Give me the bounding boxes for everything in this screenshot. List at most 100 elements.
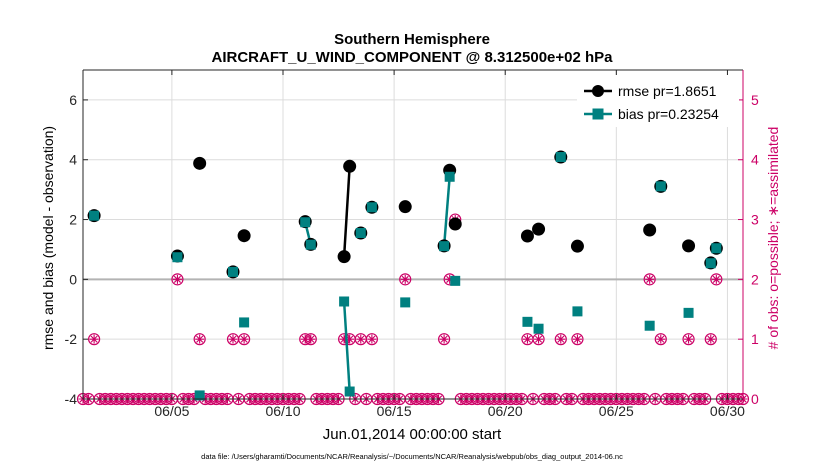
y-tick-label-right: 0	[751, 391, 759, 407]
rmse-point	[343, 159, 357, 173]
rmse-point	[520, 229, 534, 243]
obs-assimilated-marker	[367, 334, 377, 344]
bias-point	[339, 296, 350, 307]
legend-bias-label: bias pr=0.23254	[618, 106, 719, 122]
bias-point	[228, 266, 238, 277]
legend-rmse-marker	[592, 85, 604, 97]
obs-possible-marker	[238, 333, 251, 346]
bias-point	[705, 258, 716, 269]
x-tick-label: 06/10	[265, 403, 300, 419]
bias-point	[533, 323, 544, 334]
rmse-point	[682, 239, 696, 253]
chart-subtitle: AIRCRAFT_U_WIND_COMPONENT @ 8.312500e+02…	[212, 49, 614, 66]
legend-box	[577, 75, 739, 127]
obs-possible-marker	[704, 333, 717, 346]
obs-assimilated-marker	[195, 334, 205, 344]
bias-line-segment	[342, 301, 351, 392]
rmse-point	[237, 229, 251, 243]
obs-possible-marker	[399, 273, 412, 286]
y-tick-label-right: 3	[751, 212, 759, 228]
legend: rmse pr=1.8651 bias pr=0.23254	[577, 75, 739, 127]
bias-point	[655, 181, 666, 192]
bias-point	[172, 252, 183, 263]
obs-assimilated-marker	[656, 334, 666, 344]
obs-possible-marker	[365, 333, 378, 346]
bias-point	[344, 386, 355, 397]
x-axis-label: Jun.01,2014 00:00:00 start	[323, 426, 502, 443]
series-marker-layer	[87, 150, 723, 401]
y-tick-label-left: -4	[65, 391, 78, 407]
bias-point	[194, 390, 205, 401]
obs-assimilated-marker	[711, 274, 721, 284]
obs-assimilated-marker	[339, 334, 349, 344]
rmse-point	[643, 223, 657, 237]
obs-assimilated-marker	[445, 274, 455, 284]
y-tick-label-left: 4	[69, 152, 77, 168]
x-tick-label: 06/20	[488, 403, 523, 419]
bias-point	[572, 306, 583, 317]
bias-point	[450, 275, 461, 286]
y-axis-label-left: rmse and bias (model - observation)	[40, 126, 56, 350]
obs-possible-marker	[554, 333, 567, 346]
obs-possible-marker	[88, 333, 101, 346]
bias-point	[644, 320, 655, 331]
obs-assimilated-marker	[356, 334, 366, 344]
chart-title: Southern Hemisphere	[334, 31, 490, 48]
x-tick-label: 06/05	[154, 403, 189, 419]
bias-line-segment	[442, 176, 451, 247]
obs-possible-marker	[710, 273, 723, 286]
obs-assimilated-marker	[306, 334, 316, 344]
obs-possible-marker	[438, 333, 451, 346]
obs-assimilated-marker	[706, 334, 716, 344]
y-tick-label-left: -2	[65, 331, 78, 347]
y-tick-label-right: 1	[751, 331, 759, 347]
axes-layer: 06/05 06/10 06/15 06/20 06/25 06/30 -4 -2 0 2 4 6 0 1…	[65, 69, 759, 419]
obs-possible-marker	[682, 333, 695, 346]
bias-point	[355, 228, 366, 239]
y-tick-label-left: 6	[69, 92, 77, 108]
obs-assimilated-marker	[89, 334, 99, 344]
obs-assimilated-marker	[345, 334, 355, 344]
y-tick-label-right: 4	[751, 152, 759, 168]
bias-point	[683, 307, 694, 318]
bias-point	[400, 297, 411, 308]
rmse-line-segment	[342, 166, 351, 257]
obs-possible-marker	[643, 273, 656, 286]
bias-point	[522, 316, 533, 327]
obs-possible-marker	[654, 333, 667, 346]
x-tick-label: 06/25	[599, 403, 634, 419]
legend-bias-marker	[592, 108, 604, 120]
obs-assimilated-marker	[228, 334, 238, 344]
bias-point	[300, 217, 311, 228]
obs-assimilated-marker	[556, 334, 566, 344]
rmse-point	[398, 200, 412, 214]
obs-assimilated-marker	[572, 334, 582, 344]
bias-point	[89, 210, 100, 221]
y-axis-label-right: # of obs: o=possible; ∗=assimilated	[765, 127, 781, 350]
rmse-point	[448, 217, 462, 231]
y-tick-label-right: 2	[751, 271, 759, 287]
rmse-point	[193, 156, 207, 170]
obs-assimilated-marker	[300, 334, 310, 344]
obs-assimilated-marker	[239, 334, 249, 344]
y-tick-label-left: 2	[69, 212, 77, 228]
bias-point	[444, 171, 455, 182]
obs-assimilated-marker	[400, 274, 410, 284]
rmse-point	[337, 250, 351, 264]
obs-assimilated-marker	[534, 334, 544, 344]
obs-possible-marker	[193, 333, 206, 346]
bias-point	[555, 152, 566, 163]
obs-assimilated-marker	[684, 334, 694, 344]
legend-rmse-label: rmse pr=1.8651	[618, 83, 717, 99]
y-tick-label-left: 0	[69, 271, 77, 287]
bias-point	[439, 241, 450, 252]
bias-point	[711, 243, 722, 254]
x-tick-label: 06/30	[710, 403, 745, 419]
x-tick-label: 06/15	[377, 403, 412, 419]
obs-possible-marker	[171, 273, 184, 286]
bias-point	[239, 317, 250, 328]
obs-assimilated-marker	[645, 274, 655, 284]
obs-assimilated-marker	[522, 334, 532, 344]
obs-assimilated-marker	[172, 274, 182, 284]
